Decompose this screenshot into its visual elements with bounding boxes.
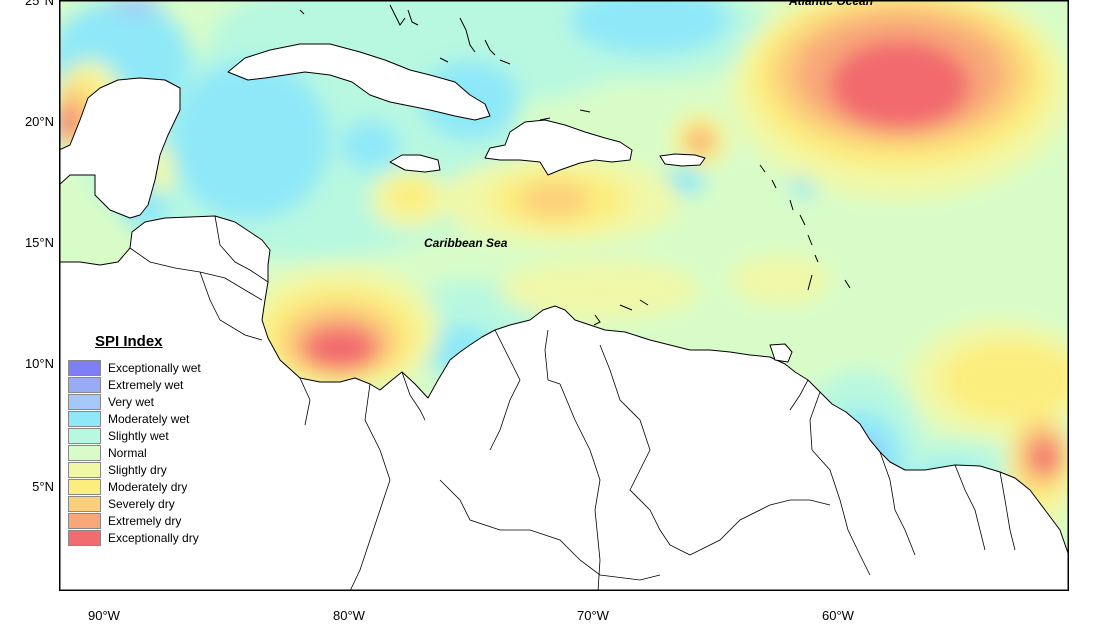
legend-item: Extremely wet	[68, 376, 218, 393]
legend-swatch	[68, 427, 101, 444]
puerto-rico-land	[659, 153, 706, 167]
legend-item: Moderately wet	[68, 410, 218, 427]
y-axis-label-25n: 25°N	[24, 0, 54, 8]
legend-label: Moderately wet	[108, 411, 190, 426]
legend-item: Normal	[68, 444, 218, 461]
x-axis-label-70w: 70°W	[577, 608, 609, 623]
legend-swatch	[68, 478, 101, 495]
legend-label: Extremely wet	[108, 377, 184, 392]
legend-label: Exceptionally wet	[108, 360, 201, 375]
y-axis-label-15n: 15°N	[24, 235, 54, 250]
legend-label: Normal	[108, 445, 147, 460]
legend-label: Exceptionally dry	[108, 530, 199, 545]
legend-item: Exceptionally wet	[68, 359, 218, 376]
hispaniola-land	[484, 119, 633, 176]
legend-swatch	[68, 495, 101, 512]
y-axis-label-5n: 5°N	[32, 479, 54, 494]
legend-items: Exceptionally wet Extremely wet Very wet Mo…	[68, 359, 218, 546]
legend-swatch	[68, 529, 101, 546]
legend-swatch	[68, 410, 101, 427]
legend-item: Moderately dry	[68, 478, 218, 495]
legend-item: Severely dry	[68, 495, 218, 512]
x-axis-label-90w: 90°W	[88, 608, 120, 623]
legend-item: Slightly wet	[68, 427, 218, 444]
legend-label: Extremely dry	[108, 513, 182, 528]
y-axis-label-20n: 20°N	[24, 114, 54, 129]
landmasses	[59, 43, 1069, 591]
central-america-land	[59, 215, 1069, 591]
legend-item: Extremely dry	[68, 512, 218, 529]
legend-item: Very wet	[68, 393, 218, 410]
y-axis-label-10n: 10°N	[24, 356, 54, 371]
legend-swatch	[68, 359, 101, 376]
legend-label: Moderately dry	[108, 479, 188, 494]
legend-label: Slightly dry	[108, 462, 167, 477]
legend-title: SPI Index	[95, 333, 163, 350]
x-axis-label-80w: 80°W	[333, 608, 365, 623]
jamaica-land	[389, 154, 441, 173]
caribbean-sea-label: Caribbean Sea	[424, 236, 508, 250]
trinidad-land	[769, 343, 793, 363]
legend-label: Slightly wet	[108, 428, 169, 443]
x-axis-label-60w: 60°W	[822, 608, 854, 623]
legend-swatch	[68, 376, 101, 393]
legend-label: Very wet	[108, 394, 155, 409]
legend-swatch	[68, 444, 101, 461]
cuba-land	[227, 43, 491, 121]
legend-item: Exceptionally dry	[68, 529, 218, 546]
country-borders	[129, 215, 1016, 591]
small-islands	[299, 4, 851, 326]
yucatan-land	[59, 77, 181, 219]
legend-swatch	[68, 461, 101, 478]
spi-map: Caribbean Sea Atlantic Ocean	[59, 0, 1069, 591]
legend-label: Severely dry	[108, 496, 175, 511]
map-border	[59, 0, 1069, 591]
atlantic-ocean-label: Atlantic Ocean	[789, 0, 874, 8]
legend-swatch	[68, 393, 101, 410]
spi-legend: SPI Index Exceptionally wet Extremely wet…	[68, 333, 218, 546]
legend-item: Slightly dry	[68, 461, 218, 478]
legend-swatch	[68, 512, 101, 529]
